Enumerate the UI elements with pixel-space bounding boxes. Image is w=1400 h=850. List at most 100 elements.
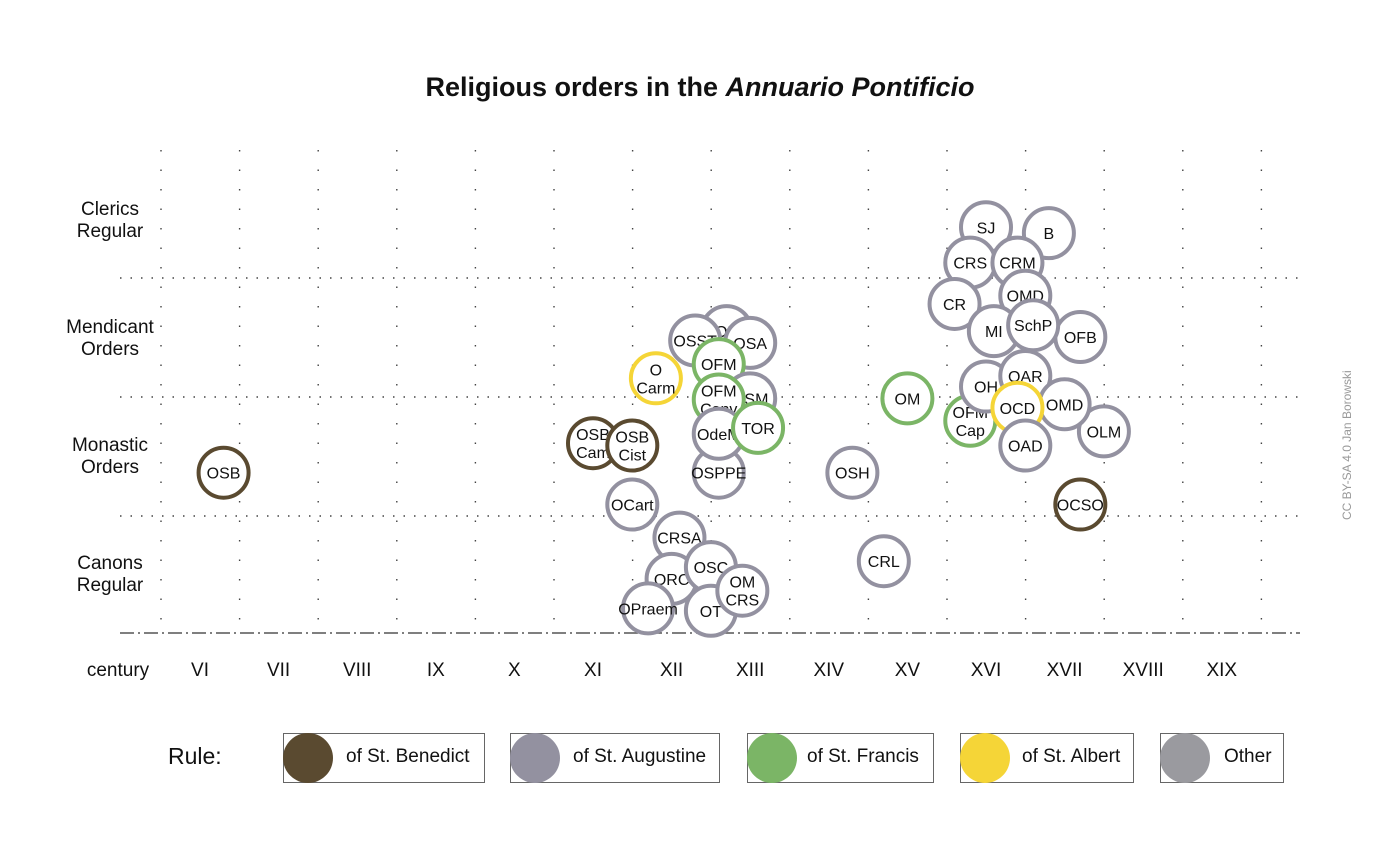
row-label-clerics: Clerics Regular: [55, 199, 165, 243]
row-label-line: Orders: [80, 457, 140, 478]
order-marker: [998, 418, 1053, 473]
order-point: OMD: [1037, 377, 1092, 432]
x-tick-label: X: [508, 660, 521, 681]
legend-item-francis: of St. Francis: [747, 733, 934, 783]
order-label: CRM: [999, 256, 1035, 273]
order-label: OH: [974, 380, 998, 397]
legend-label: of St. Augustine: [573, 746, 707, 767]
order-marker: [628, 351, 683, 406]
order-label: MI: [985, 324, 1003, 341]
x-tick-label: VII: [267, 660, 290, 681]
x-tick-label: IX: [427, 660, 445, 681]
order-label: OPraem: [618, 601, 678, 618]
legend-swatch: [960, 733, 1010, 783]
x-tick-label: XII: [660, 660, 683, 681]
order-label: OCD: [1000, 401, 1036, 418]
x-tick-label: XIX: [1206, 660, 1237, 681]
order-label: Carm: [636, 380, 675, 397]
legend-label: Other: [1224, 746, 1272, 767]
order-label: CRSA: [657, 531, 702, 548]
legend-title: Rule:: [168, 743, 222, 769]
order-point: SchP: [1006, 298, 1061, 353]
row-label-line: Clerics: [80, 199, 140, 220]
legend-item-augustine: of St. Augustine: [510, 733, 720, 783]
order-marker: [927, 276, 982, 331]
x-tick-label: XIV: [813, 660, 844, 681]
order-label: OAD: [1008, 439, 1043, 456]
x-tick-label: XVII: [1047, 660, 1083, 681]
legend-swatch: [747, 733, 797, 783]
order-label: OdeM: [697, 427, 741, 444]
order-marker: [605, 418, 660, 473]
order-point: OAD: [998, 418, 1053, 473]
row-label-line: Orders: [80, 339, 140, 360]
row-label-mendicant: Mendicant Orders: [55, 317, 165, 361]
x-tick-label: XVIII: [1123, 660, 1164, 681]
row-label-line: Canons: [77, 553, 143, 574]
x-tick-label: XI: [584, 660, 602, 681]
order-marker: [880, 371, 935, 426]
order-point: OCart: [605, 477, 660, 532]
order-label: OFM: [701, 357, 737, 374]
order-label: OSH: [835, 466, 870, 483]
order-label: OSPPE: [691, 466, 746, 483]
x-tick-label: VI: [191, 660, 209, 681]
order-label: OT: [700, 604, 722, 621]
order-label: CRS: [953, 256, 987, 273]
order-point: OLM: [1076, 404, 1131, 459]
order-point: CR: [927, 276, 982, 331]
title-main: Religious orders in the: [425, 72, 726, 102]
order-marker: [1076, 404, 1131, 459]
order-marker: [715, 563, 770, 618]
order-label: CRL: [868, 554, 900, 571]
x-tick-label: XV: [895, 660, 921, 681]
order-marker: [605, 477, 660, 532]
legend-swatch: [510, 733, 560, 783]
order-label: OSB: [207, 466, 241, 483]
order-point: TOR: [731, 400, 786, 455]
order-label: OFM: [701, 384, 737, 401]
title-italic: Annuario Pontificio: [725, 72, 975, 102]
order-label: OFB: [1064, 330, 1097, 347]
order-marker: [196, 445, 251, 500]
row-label-line: Monastic: [71, 435, 149, 456]
order-marker: [825, 445, 880, 500]
order-label: OSB: [615, 430, 649, 447]
x-axis-title: century: [87, 660, 150, 681]
order-label: Cam: [576, 445, 610, 462]
legend-label: of St. Benedict: [346, 746, 470, 767]
order-point: OPraem: [618, 581, 678, 636]
row-label-line: Regular: [76, 575, 144, 596]
order-label: OCSO: [1057, 498, 1104, 515]
order-label: OSC: [694, 560, 729, 577]
order-label: TOR: [741, 421, 774, 438]
order-point: OM: [880, 371, 935, 426]
order-label: OCart: [611, 498, 654, 515]
order-label: Cist: [619, 448, 647, 465]
x-tick-label: XIII: [736, 660, 765, 681]
row-label-canons: Canons Regular: [55, 553, 165, 597]
order-marker: [856, 534, 911, 589]
row-label-line: Regular: [76, 221, 144, 242]
legend-swatch: [1160, 733, 1210, 783]
order-label: OM: [729, 575, 755, 592]
order-label: SchP: [1014, 318, 1052, 335]
x-tick-label: XVI: [971, 660, 1002, 681]
legend-item-other: Other: [1160, 733, 1284, 783]
order-point: OSB: [196, 445, 251, 500]
order-label: OMD: [1046, 397, 1083, 414]
order-label: CR: [943, 297, 966, 314]
order-marker: [1006, 298, 1061, 353]
order-label: Cap: [956, 423, 985, 440]
x-axis-tick-labels: century VI VII VIII IX X XI XII XIII XIV XV XVI XVII…: [87, 660, 1238, 681]
order-point: OCSO: [1053, 477, 1108, 532]
order-point: CRL: [856, 534, 911, 589]
order-label: OSA: [733, 336, 767, 353]
legend-swatch: [283, 733, 333, 783]
order-label: B: [1044, 226, 1055, 243]
